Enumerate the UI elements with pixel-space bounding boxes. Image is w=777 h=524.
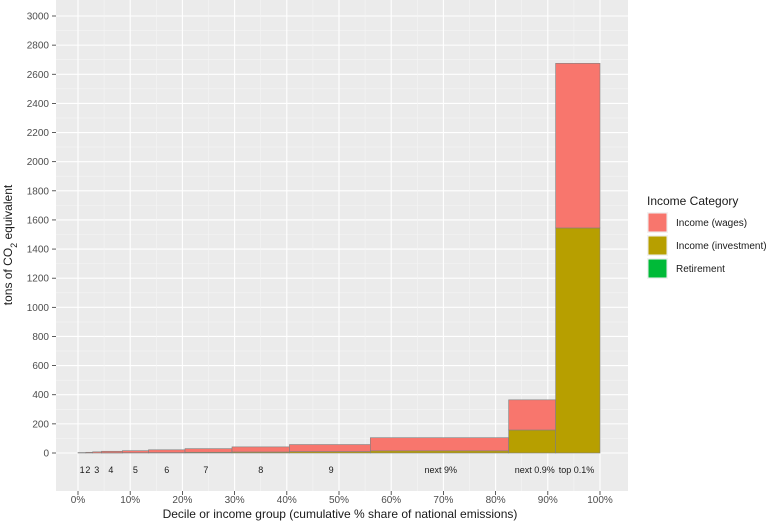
legend-title: Income Category bbox=[647, 194, 738, 208]
group-label: 2 bbox=[85, 465, 90, 475]
y-tick-label: 1400 bbox=[27, 245, 50, 256]
y-tick-label: 2400 bbox=[27, 99, 50, 110]
bar-wages bbox=[289, 444, 371, 452]
group-label: 4 bbox=[108, 465, 113, 475]
legend-label: Retirement bbox=[676, 264, 725, 275]
x-tick-label: 10% bbox=[120, 495, 140, 506]
x-tick-label: 0% bbox=[71, 495, 86, 506]
legend-swatch bbox=[648, 259, 667, 278]
bar-wages bbox=[184, 448, 233, 453]
x-tick-label: 60% bbox=[381, 495, 401, 506]
y-tick-label: 1600 bbox=[27, 215, 50, 226]
group-label: 5 bbox=[133, 465, 138, 475]
y-axis: 0 200 400 600 800 1000 1200 1400 1600 1800 2000 220… bbox=[27, 12, 56, 460]
y-tick-label: 2000 bbox=[27, 157, 50, 168]
y-tick-label: 200 bbox=[32, 419, 49, 430]
legend-swatch bbox=[648, 236, 667, 255]
group-label: top 0.1% bbox=[559, 465, 595, 475]
bar-wages bbox=[370, 437, 509, 452]
bar-wages bbox=[85, 451, 93, 454]
group-label: 7 bbox=[203, 465, 208, 475]
group-label: 8 bbox=[258, 465, 263, 475]
legend-label: Income (wages) bbox=[676, 218, 747, 229]
group-labels-layer: 1 2 3 4 5 6 7 8 9 next 9% next 0.9% top 0.1% bbox=[80, 465, 595, 475]
y-tick-label: 1000 bbox=[27, 303, 50, 314]
x-tick-label: 100% bbox=[587, 495, 613, 506]
y-tick-label: 2200 bbox=[27, 128, 50, 139]
x-tick-label: 80% bbox=[486, 495, 506, 506]
y-tick-label: 600 bbox=[32, 361, 49, 372]
bar-wages bbox=[231, 446, 290, 453]
x-tick-label: 70% bbox=[433, 495, 453, 506]
x-tick-label: 20% bbox=[172, 495, 192, 506]
x-axis-title: Decile or income group (cumulative % sha… bbox=[163, 507, 518, 521]
x-axis: 0% 10% 20% 30% 40% 50% 60% 70% 80% 90% 100% bbox=[71, 491, 613, 506]
bar-investment bbox=[370, 450, 509, 454]
x-tick-label: 40% bbox=[277, 495, 297, 506]
bar-wages bbox=[148, 449, 186, 453]
group-label: next 9% bbox=[425, 465, 458, 475]
legend-swatch bbox=[648, 213, 667, 232]
y-tick-label: 0 bbox=[43, 449, 49, 460]
bar-investment bbox=[508, 429, 556, 454]
x-tick-label: 30% bbox=[225, 495, 245, 506]
group-label: 1 bbox=[80, 465, 85, 475]
bar-wages bbox=[122, 450, 149, 454]
x-tick-label: 50% bbox=[329, 495, 349, 506]
y-tick-label: 2600 bbox=[27, 70, 50, 81]
grid-lines bbox=[56, 0, 628, 491]
y-tick-label: 1800 bbox=[27, 186, 50, 197]
y-tick-label: 800 bbox=[32, 332, 49, 343]
y-tick-label: 2800 bbox=[27, 41, 50, 52]
x-tick-label: 90% bbox=[538, 495, 558, 506]
group-label: next 0.9% bbox=[515, 465, 555, 475]
legend-label: Income (investment) bbox=[676, 241, 767, 252]
y-tick-label: 1200 bbox=[27, 274, 50, 285]
bar-investment bbox=[555, 227, 601, 454]
y-tick-label: 3000 bbox=[27, 12, 50, 23]
bar-wages bbox=[101, 450, 123, 454]
group-label: 9 bbox=[329, 465, 334, 475]
bar-wages bbox=[92, 451, 102, 454]
y-axis-title: tons of CO2 equivalent bbox=[1, 184, 19, 305]
bar-wages bbox=[508, 399, 556, 431]
legend: Income Category Income (wages) Income (in… bbox=[647, 194, 767, 279]
group-label: 6 bbox=[164, 465, 169, 475]
group-label: 3 bbox=[94, 465, 99, 475]
y-tick-label: 400 bbox=[32, 390, 49, 401]
bars-layer bbox=[77, 63, 601, 454]
bar-wages bbox=[555, 63, 601, 229]
